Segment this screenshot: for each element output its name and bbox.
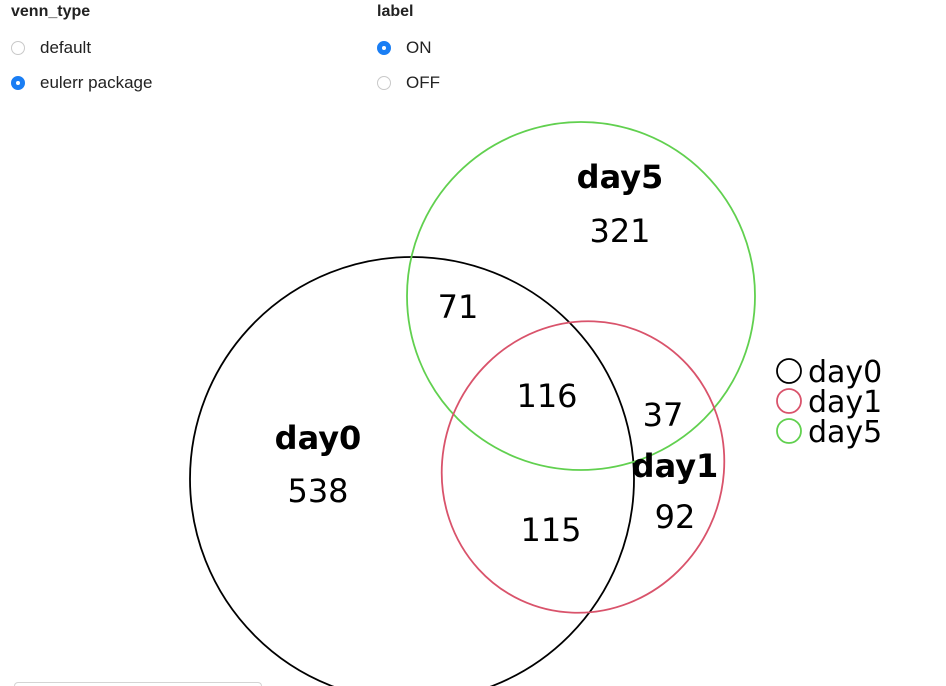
region-value-day0: 538 — [287, 472, 348, 510]
label-option-off[interactable]: OFF — [377, 73, 440, 93]
scroll-container-edge — [14, 682, 262, 686]
set-label-day5: day5 — [577, 158, 664, 196]
day5-circle — [406, 121, 756, 471]
legend-label-day1: day1 — [808, 385, 882, 420]
legend-label-day0: day0 — [808, 355, 882, 390]
set-label-day1: day1 — [632, 447, 719, 485]
region-value-day0-day1: 115 — [520, 511, 581, 549]
legend: day0 day1 day5 — [776, 355, 882, 450]
region-value-all: 116 — [516, 377, 577, 415]
option-label-default: default — [40, 38, 92, 57]
label-option-on[interactable]: ON — [377, 38, 432, 58]
venn-type-option-eulerr[interactable]: eulerr package — [11, 73, 152, 93]
radio-on[interactable] — [377, 41, 391, 55]
legend-label-day5: day5 — [808, 415, 882, 450]
option-label-eulerr: eulerr package — [40, 73, 153, 92]
legend-marker-day1 — [776, 388, 802, 414]
region-value-day1: 92 — [655, 498, 696, 536]
radio-eulerr[interactable] — [11, 76, 25, 90]
region-value-day1-day5: 37 — [643, 396, 684, 434]
legend-marker-day5 — [776, 418, 802, 444]
option-label-off: OFF — [406, 73, 440, 92]
radio-off[interactable] — [377, 76, 391, 90]
option-label-on: ON — [406, 38, 432, 57]
region-value-day5: 321 — [589, 212, 650, 250]
day0-circle — [189, 256, 635, 686]
set-label-day0: day0 — [275, 419, 362, 457]
venn-type-title: venn_type — [11, 3, 91, 20]
region-value-day0-day5: 71 — [438, 288, 479, 326]
legend-marker-day0 — [776, 358, 802, 384]
day1-ellipse — [440, 320, 726, 614]
label-title: label — [377, 3, 414, 20]
venn-type-option-default[interactable]: default — [11, 38, 91, 58]
radio-default[interactable] — [11, 41, 25, 55]
